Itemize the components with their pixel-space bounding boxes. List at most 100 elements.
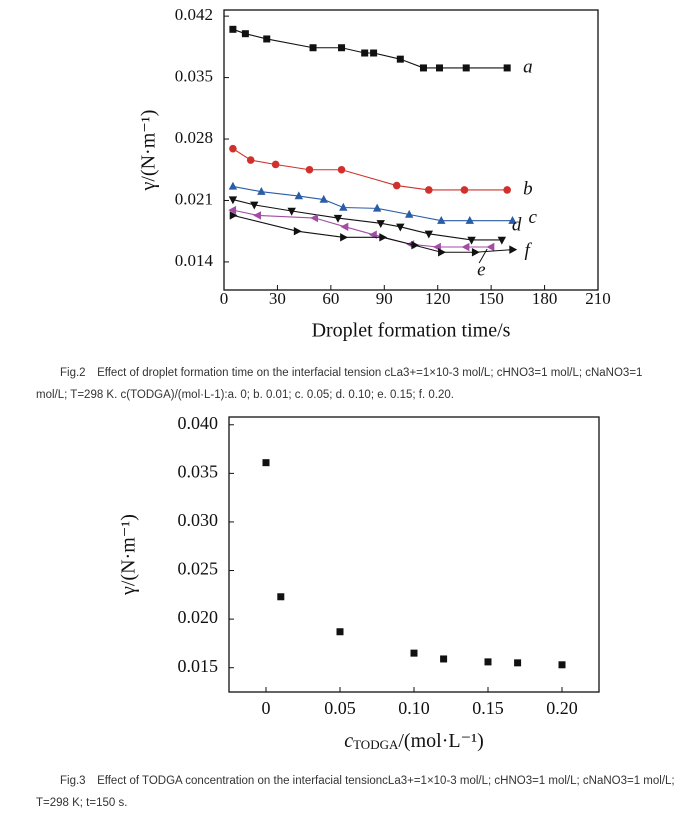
series-line bbox=[232, 28, 508, 69]
x-tick-label: 0.20 bbox=[546, 698, 578, 718]
marker bbox=[319, 194, 328, 203]
marker bbox=[228, 196, 238, 205]
x-tick-label: 60 bbox=[322, 289, 339, 308]
x-axis-title-subscript: TODGA bbox=[353, 737, 399, 752]
marker bbox=[340, 222, 349, 232]
y-tick-label: 0.020 bbox=[178, 607, 219, 627]
marker bbox=[372, 203, 382, 212]
series-line bbox=[232, 209, 492, 248]
marker bbox=[277, 593, 285, 601]
series-line bbox=[232, 185, 513, 222]
series-line bbox=[232, 148, 508, 191]
marker bbox=[257, 186, 266, 195]
x-tick-label: 0.15 bbox=[472, 698, 504, 718]
marker bbox=[361, 49, 369, 57]
marker bbox=[484, 658, 492, 666]
y-tick-label: 0.028 bbox=[175, 128, 213, 147]
marker bbox=[310, 213, 319, 223]
marker bbox=[309, 44, 317, 52]
marker bbox=[337, 165, 346, 174]
x-tick-label: 30 bbox=[269, 289, 286, 308]
marker bbox=[410, 649, 418, 657]
y-tick-label: 0.035 bbox=[178, 461, 219, 481]
series-label: a bbox=[523, 56, 533, 77]
marker bbox=[262, 459, 270, 467]
marker bbox=[229, 144, 237, 153]
marker bbox=[287, 207, 296, 216]
x-tick-label: 180 bbox=[532, 289, 558, 308]
marker bbox=[246, 156, 255, 164]
marker bbox=[435, 64, 443, 72]
marker bbox=[558, 661, 566, 669]
y-axis-title: γ/(N·m⁻¹) bbox=[138, 110, 160, 192]
series-label: f bbox=[525, 240, 533, 261]
marker bbox=[460, 186, 469, 194]
marker bbox=[271, 160, 280, 169]
marker bbox=[471, 248, 480, 257]
marker bbox=[376, 220, 385, 228]
series-label: b bbox=[523, 178, 533, 199]
marker bbox=[425, 186, 433, 194]
marker bbox=[392, 181, 401, 190]
marker bbox=[293, 226, 302, 236]
y-tick-label: 0.014 bbox=[175, 251, 214, 270]
x-tick-label: 210 bbox=[585, 289, 611, 308]
figure-caption: Fig.3 Effect of TODGA concentration on t… bbox=[36, 775, 675, 809]
marker bbox=[370, 49, 378, 57]
y-tick-label: 0.030 bbox=[178, 510, 219, 530]
marker bbox=[462, 64, 470, 72]
marker bbox=[486, 242, 495, 252]
x-tick-label: 90 bbox=[376, 289, 393, 308]
marker bbox=[461, 242, 470, 252]
y-tick-label: 0.015 bbox=[178, 656, 219, 676]
marker bbox=[305, 165, 314, 174]
marker bbox=[424, 230, 434, 239]
series-line bbox=[232, 199, 502, 241]
marker bbox=[467, 236, 476, 245]
marker bbox=[338, 44, 346, 52]
marker bbox=[250, 201, 259, 210]
marker bbox=[228, 181, 238, 190]
marker bbox=[336, 628, 344, 636]
marker bbox=[229, 211, 238, 220]
marker bbox=[465, 215, 474, 224]
marker bbox=[379, 233, 388, 242]
marker bbox=[437, 215, 446, 224]
marker bbox=[503, 186, 511, 194]
marker bbox=[440, 655, 448, 663]
x-tick-label: 150 bbox=[478, 289, 504, 308]
figure-caption: Fig.2 Effect of droplet formation time o… bbox=[36, 367, 643, 401]
series-label: d bbox=[512, 214, 522, 235]
marker bbox=[438, 248, 446, 257]
marker bbox=[405, 209, 414, 218]
marker bbox=[497, 236, 507, 245]
x-tick-label: 120 bbox=[425, 289, 451, 308]
plot-frame bbox=[223, 9, 599, 291]
y-tick-label: 0.035 bbox=[175, 66, 213, 85]
marker bbox=[241, 30, 249, 38]
marker bbox=[508, 215, 517, 224]
y-tick-label: 0.025 bbox=[178, 559, 219, 579]
series-label: e bbox=[477, 259, 485, 280]
marker bbox=[503, 64, 511, 72]
marker bbox=[229, 25, 237, 33]
marker bbox=[333, 214, 343, 223]
marker bbox=[509, 245, 518, 254]
x-tick-label: 0 bbox=[220, 289, 229, 308]
marker bbox=[263, 35, 271, 43]
y-tick-label: 0.040 bbox=[178, 413, 219, 433]
marker bbox=[419, 64, 427, 72]
y-tick-label: 0.042 bbox=[175, 5, 213, 24]
marker bbox=[253, 211, 262, 220]
x-axis-title-symbol: c bbox=[344, 730, 353, 752]
marker bbox=[340, 233, 349, 242]
x-tick-label: 0.10 bbox=[398, 698, 430, 718]
y-axis-title: γ/(N·m⁻¹) bbox=[118, 514, 140, 596]
series-label: c bbox=[529, 207, 538, 228]
marker bbox=[396, 55, 404, 63]
marker bbox=[514, 659, 522, 667]
marker bbox=[396, 223, 405, 232]
x-axis-title: cTODGA/(mol·L⁻¹) bbox=[344, 730, 484, 752]
